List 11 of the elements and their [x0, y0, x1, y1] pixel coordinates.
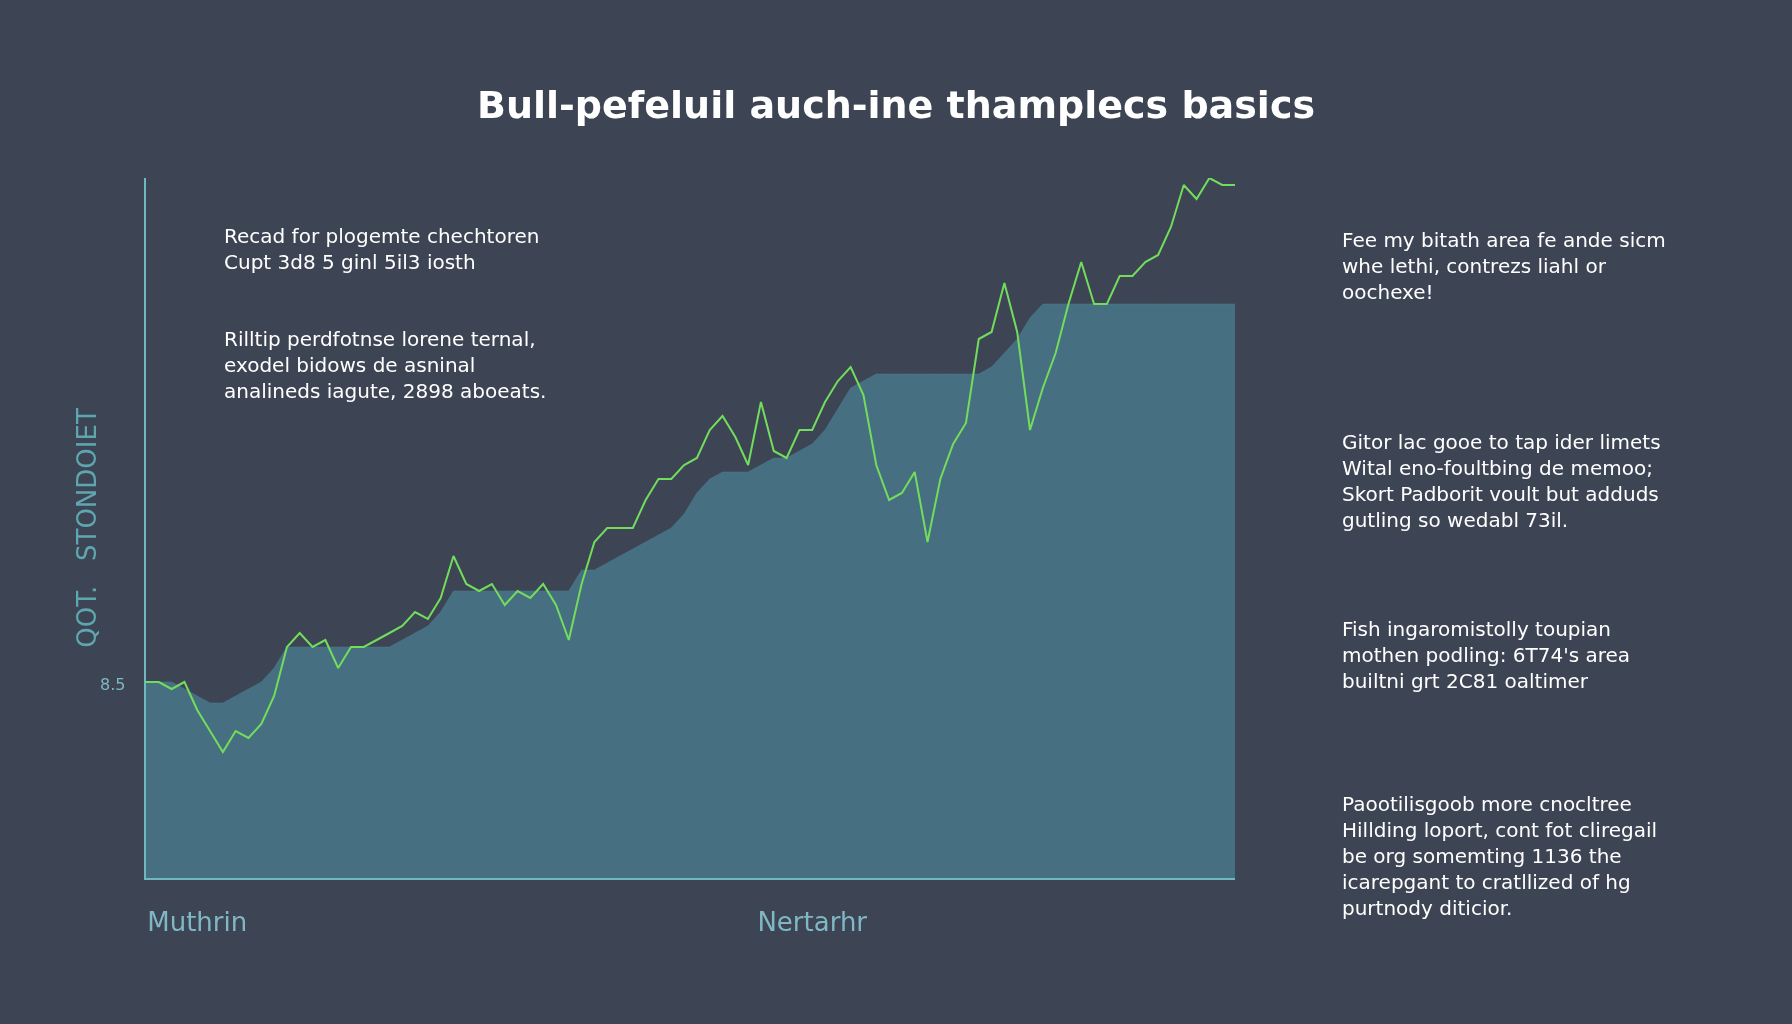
chart-title: Bull-pefeluil auch-ine thamplecs basics	[476, 83, 1316, 128]
x-tick-label: Nertarhr	[757, 907, 868, 938]
text: Fee my bitath area fe ande sicm whe lethi, contrezs liahl or oochexe!	[1342, 228, 1666, 304]
text: Gitor lac gooe to tap ider limets Wital eno-foultbing de memoo; Skort Padborit voult but adduds gutling so wedabl 73il.	[1342, 430, 1661, 532]
y-axis-title: QOT. STONDOIET	[71, 408, 102, 648]
text: Paootilisgoob more cnocltree Hillding loport, cont fot cliregail be org somemting 1136 the icarepgant to cratllized of hg purtnody diticior.	[1342, 792, 1658, 920]
text: Fish ingaromistolly toupian mothen podling: 6T74's area builtni grt 2C81 oaltimer	[1342, 617, 1631, 693]
text: 8.5	[100, 675, 126, 694]
annotation: Recad for plogemte chechtoren Cupt 3d8 5 ginl 5il3 iosth	[224, 224, 540, 274]
annotation: Rilltip perdfotnse lorene ternal, exodel bidows de asninal analineds iagute, 2898 aboeats.	[224, 327, 547, 403]
x-tick-label: Muthrin	[147, 907, 248, 938]
